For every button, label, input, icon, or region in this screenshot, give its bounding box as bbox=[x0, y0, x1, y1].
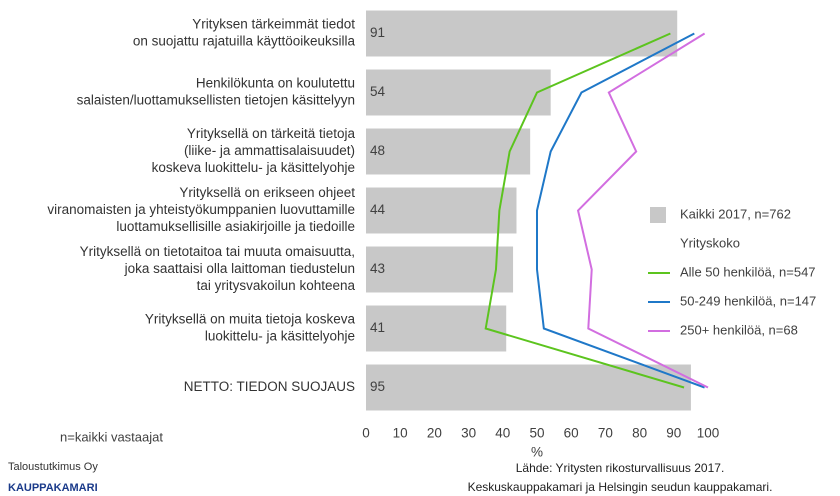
category-label: salaisten/luottamuksellisten tietojen kä… bbox=[77, 93, 355, 108]
category-label: NETTO: TIEDON SUOJAUS bbox=[184, 379, 355, 394]
value-label: 41 bbox=[370, 320, 385, 335]
x-axis-label: % bbox=[531, 445, 543, 460]
bar bbox=[366, 187, 517, 234]
value-label: 54 bbox=[370, 84, 386, 99]
line bbox=[484, 32, 685, 389]
logo-line: KAUPPAKAMARI bbox=[8, 482, 98, 494]
x-tick-label: 30 bbox=[461, 426, 476, 441]
bar bbox=[366, 10, 678, 57]
legend-label: 50-249 henkilöä, n=147 bbox=[680, 293, 816, 308]
x-tick-label: 90 bbox=[666, 426, 681, 441]
category-label: luokittelu- ja käsittelyohje bbox=[205, 329, 355, 344]
x-tick-label: 10 bbox=[393, 426, 408, 441]
category-label: Yrityksellä on erikseen ohjeet bbox=[179, 185, 355, 200]
source: Keskuskauppakamari ja Helsingin seudun k… bbox=[468, 480, 773, 494]
x-tick-label: 50 bbox=[529, 426, 544, 441]
category-label: joka saattaisi olla laittoman tiedustelu… bbox=[124, 261, 355, 276]
category-label: koskeva luokittelu- ja käsittelyohje bbox=[152, 160, 355, 175]
line bbox=[536, 32, 705, 389]
bar bbox=[366, 69, 551, 116]
value-label: 91 bbox=[370, 25, 385, 40]
legend-swatch bbox=[650, 207, 666, 223]
bar bbox=[366, 128, 531, 175]
category-label: tai yritysvakoilun kohteena bbox=[197, 278, 356, 293]
category-label: Yrityksellä on tietotaitoa tai muuta oma… bbox=[80, 244, 355, 259]
x-tick-label: 60 bbox=[564, 426, 579, 441]
source: Lähde: Yritysten rikosturvallisuus 2017. bbox=[516, 461, 725, 475]
legend-title: Yrityskoko bbox=[680, 235, 740, 250]
value-label: 43 bbox=[370, 261, 385, 276]
category-label: Henkilökunta on koulutettu bbox=[196, 76, 355, 91]
logo-line: Taloustutkimus Oy bbox=[8, 461, 98, 473]
note: n=kaikki vastaajat bbox=[60, 429, 163, 444]
legend-label: Alle 50 henkilöä, n=547 bbox=[680, 264, 816, 279]
x-tick-label: 100 bbox=[697, 426, 720, 441]
category-label: (liike- ja ammattisalaisuudet) bbox=[184, 143, 355, 158]
value-label: 44 bbox=[370, 202, 386, 217]
x-tick-label: 20 bbox=[427, 426, 442, 441]
category-label: luottamuksellisille asiakirjoille ja tie… bbox=[116, 219, 355, 234]
bar bbox=[366, 364, 691, 411]
legend-label: 250+ henkilöä, n=68 bbox=[680, 322, 798, 337]
x-tick-label: 70 bbox=[598, 426, 613, 441]
value-label: 48 bbox=[370, 143, 385, 158]
bar bbox=[366, 305, 507, 352]
x-tick-label: 40 bbox=[495, 426, 510, 441]
value-label: 95 bbox=[370, 379, 385, 394]
category-label: on suojattu rajatuilla käyttöoikeuksilla bbox=[133, 34, 356, 49]
bar bbox=[366, 246, 514, 293]
category-label: Yrityksellä on tärkeitä tietoja bbox=[187, 126, 356, 141]
legend-label: Kaikki 2017, n=762 bbox=[680, 206, 791, 221]
category-label: viranomaisten ja yhteistyökumppanien luo… bbox=[47, 202, 355, 217]
category-label: Yrityksen tärkeimmät tiedot bbox=[192, 17, 355, 32]
x-tick-label: 80 bbox=[632, 426, 647, 441]
line bbox=[576, 32, 709, 389]
category-label: Yrityksellä on muita tietoja koskeva bbox=[145, 312, 356, 327]
x-tick-label: 0 bbox=[362, 426, 370, 441]
